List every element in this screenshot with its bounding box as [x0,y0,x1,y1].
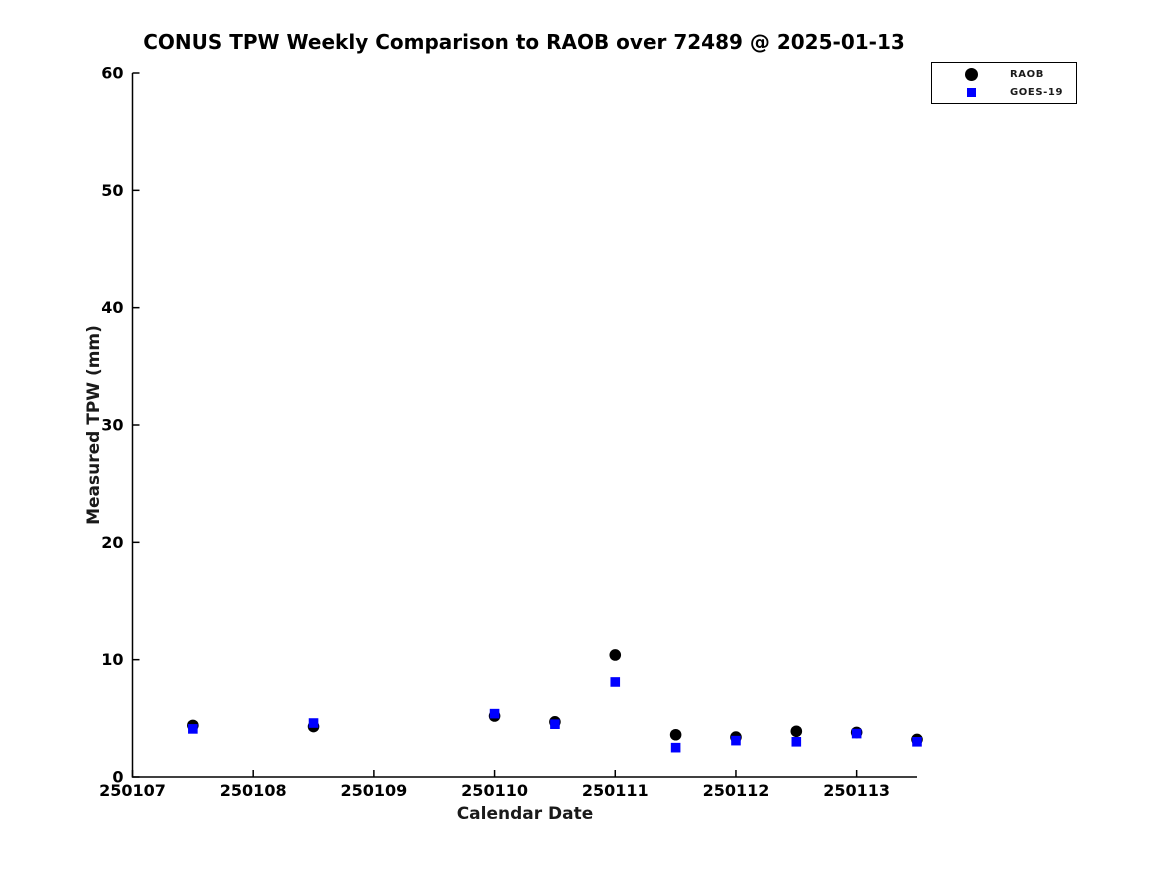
legend: RAOB GOES-19 [931,62,1077,104]
x-tick-label: 250108 [220,781,287,800]
y-tick-label: 10 [101,650,123,669]
data-point-goes-19 [188,724,198,734]
x-tick-label: 250113 [823,781,890,800]
y-tick-label: 60 [101,64,123,83]
legend-label-raob: RAOB [1010,69,1044,81]
data-point-goes-19 [489,708,500,719]
x-tick-label: 250111 [582,781,649,800]
goes-19-square-marker-icon [966,87,976,97]
y-tick-label: 0 [112,768,123,787]
legend-label-goes-19: GOES-19 [1010,86,1064,98]
data-point-goes-19 [550,719,560,729]
y-tick-label: 30 [101,416,123,435]
y-tick-label: 50 [101,181,123,200]
data-point-goes-19 [912,737,922,747]
data-point-raob [609,649,622,661]
legend-marker-cell [932,68,1010,82]
x-tick-label: 250109 [340,781,407,800]
data-point-raob [790,725,803,738]
axis-spines [131,73,917,778]
data-point-goes-19 [308,718,319,728]
legend-item-goes-19: GOES-19 [932,87,1076,98]
legend-item-raob: RAOB [932,68,1076,82]
legend-marker-cell [932,87,1010,97]
data-point-goes-19 [851,728,862,739]
y-axis-label: Measured TPW (mm) [84,325,104,525]
x-tick-label: 250110 [461,781,528,800]
x-tick-label: 250107 [99,781,166,800]
data-point-goes-19 [791,737,802,747]
x-axis-label: Calendar Date [456,804,594,824]
raob-circle-marker-icon [964,68,978,82]
y-tick-label: 20 [101,533,123,552]
x-tick-label: 250112 [703,781,770,800]
data-point-goes-19 [610,677,621,687]
data-point-goes-19 [731,735,741,746]
chart-title: CONUS TPW Weekly Comparison to RAOB over… [143,30,905,54]
data-point-raob [669,728,682,741]
y-tick-label: 40 [101,298,123,317]
data-point-goes-19 [670,742,681,753]
